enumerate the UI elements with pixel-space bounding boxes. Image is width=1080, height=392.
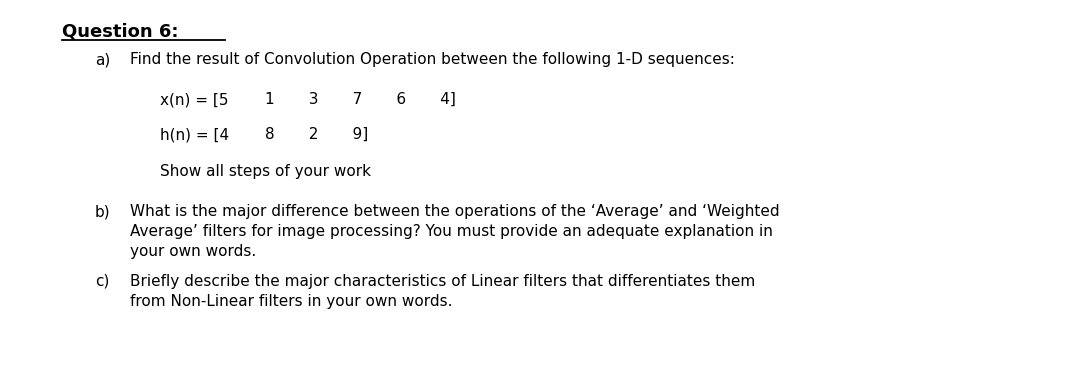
Text: Question 6:: Question 6: — [62, 22, 178, 40]
Text: x(n) = [5: x(n) = [5 — [160, 92, 229, 107]
Text: your own words.: your own words. — [130, 244, 256, 259]
Text: Find the result of Convolution Operation between the following 1-D sequences:: Find the result of Convolution Operation… — [130, 52, 734, 67]
Text: b): b) — [95, 204, 110, 219]
Text: 8       2       9]: 8 2 9] — [265, 127, 368, 142]
Text: from Non-Linear filters in your own words.: from Non-Linear filters in your own word… — [130, 294, 453, 309]
Text: Show all steps of your work: Show all steps of your work — [160, 164, 372, 179]
Text: What is the major difference between the operations of the ‘Average’ and ‘Weight: What is the major difference between the… — [130, 204, 780, 219]
Text: c): c) — [95, 274, 109, 289]
Text: 1       3       7       6       4]: 1 3 7 6 4] — [265, 92, 456, 107]
Text: a): a) — [95, 52, 110, 67]
Text: Average’ filters for image processing? You must provide an adequate explanation : Average’ filters for image processing? Y… — [130, 224, 773, 239]
Text: Briefly describe the major characteristics of Linear filters that differentiates: Briefly describe the major characteristi… — [130, 274, 755, 289]
Text: h(n) = [4: h(n) = [4 — [160, 127, 229, 142]
